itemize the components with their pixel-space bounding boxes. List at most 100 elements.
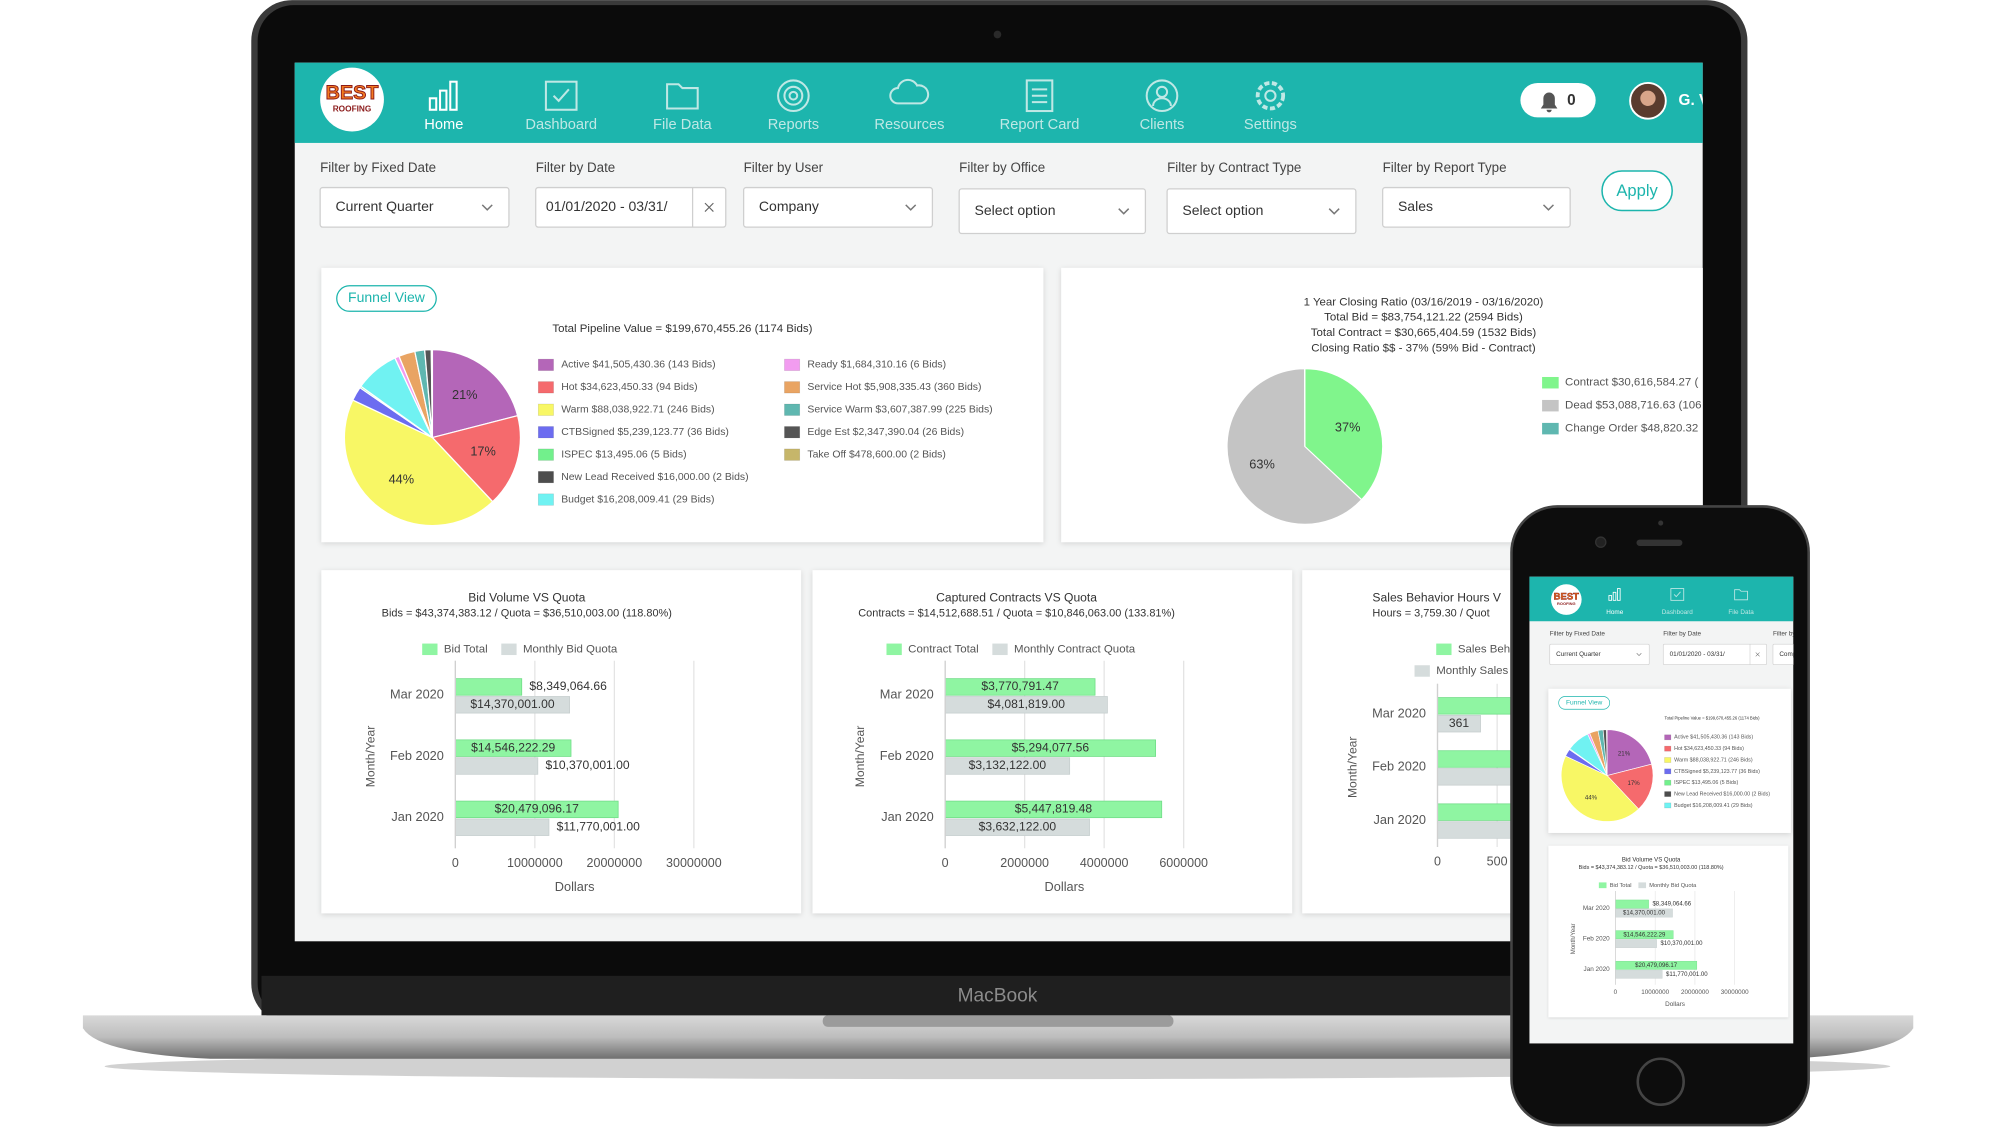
chart-subtitle: Bids = $43,374,383.12 / Quota = $36,510,… — [1579, 865, 1724, 871]
legend-label: Bid Total — [1610, 883, 1632, 889]
funnel-view-label[interactable]: Funnel View — [1566, 700, 1603, 707]
legend-label: CTBSigned $5,239,123.77 (36 Bids) — [561, 427, 729, 438]
nav-icon — [428, 80, 458, 111]
nav-icon — [889, 78, 930, 105]
y-axis-title: Month/Year — [1571, 923, 1577, 954]
icon-part — [1152, 97, 1172, 107]
phone-home-button[interactable] — [1636, 1057, 1685, 1106]
value-label: $20,479,096.17 — [495, 802, 579, 816]
value-label: $14,370,001.00 — [470, 697, 554, 711]
value-label: $10,370,001.00 — [1660, 941, 1703, 947]
filter-dropdown[interactable] — [1549, 643, 1650, 665]
x-tick-label: 500 — [1487, 855, 1508, 869]
legend-label: Dead $53,088,716.63 (106 — [1565, 400, 1701, 412]
filter-dropdown[interactable] — [319, 186, 510, 228]
nav-item[interactable]: File Data — [1728, 609, 1754, 616]
filter-dropdown[interactable] — [958, 188, 1147, 235]
icon-part — [1608, 595, 1613, 601]
icon-part — [889, 78, 930, 105]
nav-item[interactable]: Report Card — [1000, 117, 1080, 133]
legend-label: Active $41,505,430.36 (143 Bids) — [1674, 735, 1753, 741]
value-label: $3,632,122.00 — [979, 819, 1057, 833]
filter-label: Filter by Contract Type — [1167, 160, 1301, 175]
pie-label: 17% — [470, 444, 496, 459]
top-bar — [294, 62, 1703, 143]
notification-button[interactable] — [1520, 82, 1596, 118]
nav-item[interactable]: Settings — [1244, 117, 1297, 133]
filter-dropdown[interactable] — [1382, 186, 1571, 228]
filter-label: Filter by Date — [1663, 631, 1701, 638]
x-axis-title: Dollars — [1665, 1001, 1685, 1008]
legend-swatch — [784, 448, 801, 461]
legend-swatch — [1598, 882, 1607, 889]
value-label: $20,479,096.17 — [1635, 963, 1678, 969]
legend-swatch — [537, 358, 554, 371]
value-label: $5,447,819.48 — [1015, 802, 1093, 816]
filter-dropdown[interactable] — [1772, 643, 1824, 665]
apply-label[interactable]: Apply — [1616, 181, 1658, 200]
legend-swatch — [1664, 734, 1672, 741]
dropdown-arrow — [481, 204, 493, 211]
nav-item[interactable]: Reports — [768, 117, 819, 133]
laptop-shadow — [104, 1053, 1891, 1080]
logo-text: BEST — [326, 82, 379, 104]
filter-value[interactable]: Select option — [974, 202, 1055, 218]
x-axis-title: Dollars — [1045, 879, 1085, 894]
pie-label: 44% — [389, 472, 415, 487]
logo-subtext: ROOFING — [1557, 601, 1576, 606]
filter-label: Filter by Date — [536, 160, 616, 175]
icon-part — [777, 79, 810, 113]
nav-item[interactable]: Dashboard — [1662, 609, 1694, 616]
filter-dropdown[interactable] — [1662, 643, 1767, 665]
laptop-screen: BEST ROOFING Home Dashboard File Data Reports… — [294, 62, 1710, 942]
filter-value[interactable]: Company — [1779, 651, 1807, 658]
filter-dropdown[interactable] — [742, 186, 934, 228]
x-tick-label: 20000000 — [587, 856, 643, 870]
legend-label: Change Order $48,820.32 — [1565, 423, 1698, 435]
legend-swatch — [1664, 745, 1672, 752]
apply-button[interactable] — [1601, 170, 1673, 212]
funnel-view-label[interactable]: Funnel View — [348, 289, 426, 305]
funnel-view-button[interactable] — [1558, 696, 1611, 710]
filter-value[interactable]: Current Quarter — [335, 198, 433, 214]
pie-slice — [431, 348, 519, 439]
nav-item[interactable]: Home — [424, 117, 463, 133]
x-tick-label: 30000000 — [666, 856, 722, 870]
value-label: $4,081,819.00 — [988, 697, 1066, 711]
icon-part — [1264, 89, 1277, 102]
nav-item[interactable]: Resources — [874, 117, 944, 133]
pie-slice — [430, 348, 434, 438]
icon-part — [1255, 81, 1286, 111]
legend-label: Budget $16,208,009.41 (29 Bids) — [1674, 803, 1753, 809]
value-label: $8,349,064.66 — [1652, 902, 1691, 908]
filter-label: Filter by Fixed Date — [1550, 631, 1606, 638]
filter-value[interactable]: 01/01/2020 - 03/31/ — [546, 198, 668, 214]
filter-value[interactable]: 01/01/2020 - 03/31/ — [1670, 651, 1725, 658]
nav-item[interactable]: File Data — [653, 117, 712, 133]
legend-swatch — [1664, 768, 1672, 775]
x-tick-label: 2000000 — [1000, 856, 1049, 870]
nav-item[interactable]: Dashboard — [525, 117, 597, 133]
filter-value[interactable]: Select option — [1182, 202, 1263, 218]
y-tick-label: Mar 2020 — [880, 687, 934, 702]
legend-swatch — [537, 426, 554, 439]
notification-count: 0 — [1567, 92, 1576, 109]
x-tick-label: 20000000 — [1681, 989, 1709, 996]
nav-item[interactable]: Clients — [1140, 117, 1185, 133]
value-label: $10,370,001.00 — [545, 758, 629, 772]
filter-dropdown[interactable] — [535, 186, 727, 228]
user-name[interactable]: G. V — [1679, 92, 1710, 109]
funnel-view-button[interactable] — [336, 285, 437, 312]
filter-dropdown[interactable] — [1166, 188, 1357, 235]
nav-item[interactable]: Home — [1606, 609, 1623, 616]
filter-value[interactable]: Sales — [1398, 198, 1433, 214]
filter-value[interactable]: Company — [759, 198, 819, 214]
nav-icon — [1255, 81, 1286, 111]
x-tick-label: 4000000 — [1080, 856, 1129, 870]
filter-value[interactable]: Current Quarter — [1556, 651, 1601, 658]
y-tick-label: Mar 2020 — [1372, 706, 1426, 721]
pie-label: 44% — [1585, 794, 1598, 801]
